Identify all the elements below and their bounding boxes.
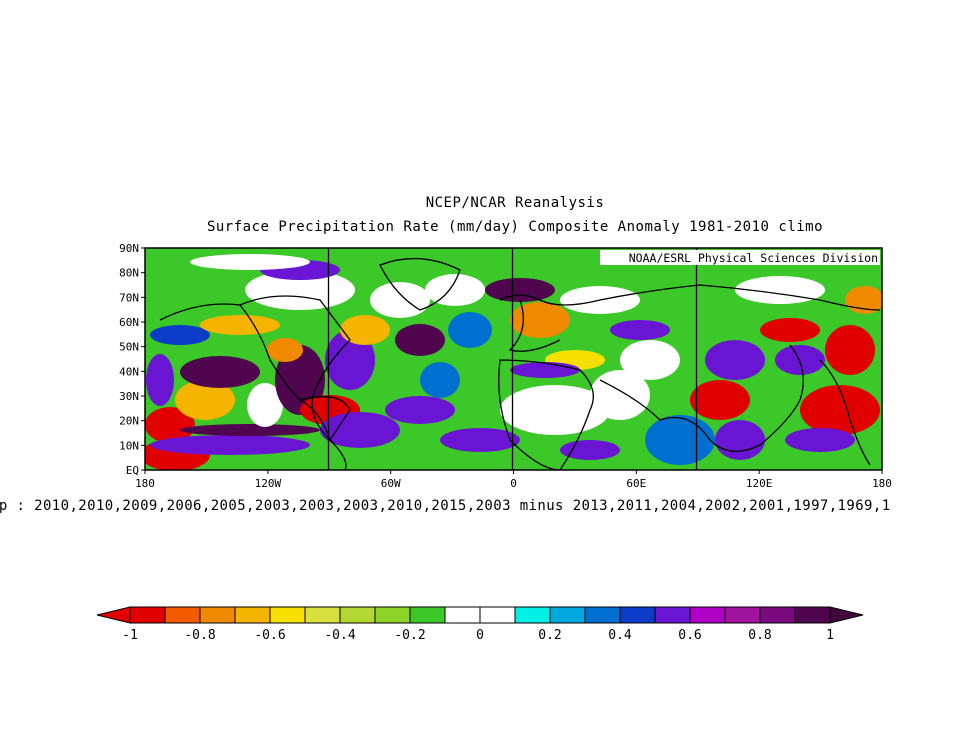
lon-tick-label: 120E <box>746 477 773 490</box>
latitude-axis: 90N 80N 70N 60N 50N 40N 30N 20N 10N EQ <box>119 242 145 477</box>
map-title: NCEP/NCAR Reanalysis <box>425 195 605 211</box>
colorbar-cell <box>409 606 446 624</box>
colorbar-label: 0.4 <box>608 628 632 643</box>
lat-tick-label: 50N <box>119 341 139 354</box>
colorbar-label: 1 <box>826 628 834 643</box>
colorbar-cells <box>96 606 864 624</box>
colorbar-cell <box>304 606 341 624</box>
colorbar-label: -0.6 <box>254 628 285 643</box>
longitude-axis: 180 120W 60W 0 60E 120E 180 <box>135 470 892 490</box>
lat-tick-label: 10N <box>119 439 139 452</box>
colorbar-under-arrow <box>96 606 131 624</box>
colorbar-cell <box>584 606 621 624</box>
colorbar-cell <box>794 606 831 624</box>
credit-background <box>600 250 880 265</box>
lon-tick-label: 60W <box>381 477 401 490</box>
lat-tick-label: EQ <box>126 464 139 477</box>
colorbar-cell <box>759 606 796 624</box>
colorbar-label: -0.2 <box>394 628 425 643</box>
lat-tick-label: 20N <box>119 415 139 428</box>
colorbar-cell <box>234 606 271 624</box>
colorbar-cell <box>479 606 516 624</box>
colorbar-cell <box>514 606 551 624</box>
colorbar-over-arrow <box>829 606 864 624</box>
credit-label: NOAA/ESRL Physical Sciences Division <box>629 251 878 265</box>
colorbar-cell <box>339 606 376 624</box>
lon-tick-label: 0 <box>510 477 517 490</box>
colorbar-cell <box>549 606 586 624</box>
colorbar-label: 0 <box>476 628 484 643</box>
colorbar-label: 0.2 <box>538 628 561 643</box>
colorbar-cell <box>689 606 726 624</box>
map-subtitle: Surface Precipitation Rate (mm/day) Comp… <box>206 219 824 235</box>
lon-tick-label: 180 <box>872 477 892 490</box>
colorbar-cell <box>724 606 761 624</box>
colorbar-cell <box>374 606 411 624</box>
map-field <box>145 248 882 470</box>
lat-tick-label: 70N <box>119 291 139 304</box>
lon-tick-label: 180 <box>135 477 155 490</box>
lon-tick-label: 120W <box>255 477 282 490</box>
colorbar-label: 0.6 <box>678 628 701 643</box>
colorbar-labels: -1 -0.8 -0.6 -0.4 -0.2 0 0.2 0.4 0.6 0.8 1 <box>122 628 834 643</box>
colorbar-cell <box>129 606 166 624</box>
colorbar-cell <box>199 606 236 624</box>
colorbar-cell <box>619 606 656 624</box>
lat-tick-label: 30N <box>119 390 139 403</box>
lat-tick-label: 90N <box>119 242 139 255</box>
colorbar-cell <box>654 606 691 624</box>
colorbar-label: -0.4 <box>324 628 355 643</box>
colorbar-cell <box>164 606 201 624</box>
coastlines <box>159 257 881 470</box>
colorbar-label: -0.8 <box>184 628 215 643</box>
lat-tick-label: 40N <box>119 365 139 378</box>
anomaly-patches <box>145 252 882 470</box>
lat-tick-label: 80N <box>119 267 139 280</box>
meridian-lines <box>327 248 698 470</box>
lat-tick-label: 60N <box>119 316 139 329</box>
colorbar-cell <box>269 606 306 624</box>
colorbar-label: -1 <box>122 628 138 643</box>
colorbar-label: 0.8 <box>748 628 771 643</box>
composite-years-caption: ep : 2010,2010,2009,2006,2005,2003,2003,… <box>0 498 891 514</box>
colorbar-cell <box>444 606 481 624</box>
lon-tick-label: 60E <box>626 477 646 490</box>
